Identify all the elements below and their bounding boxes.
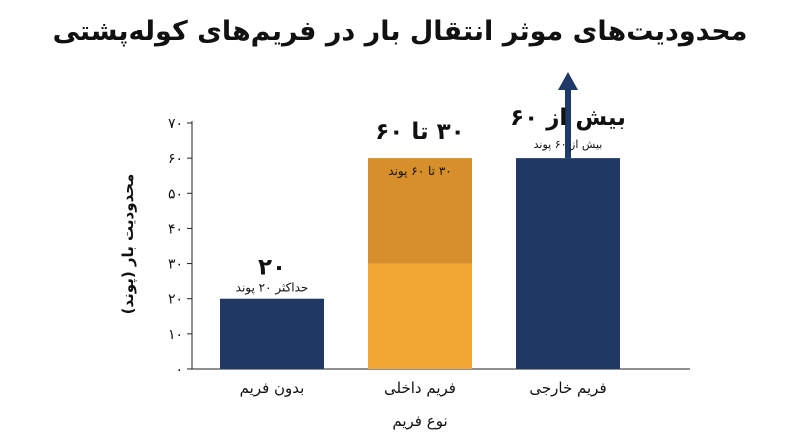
x-axis-label: نوع فریم <box>392 412 448 430</box>
bar-sub-label: ۳۰ تا ۶۰ پوند <box>388 164 451 179</box>
y-tick-label: ۱۰ <box>168 327 183 343</box>
x-tick-label: بدون فریم <box>240 379 305 397</box>
x-tick-label: فریم خارجی <box>529 379 606 397</box>
bar-sub-label: حداکثر ۲۰ پوند <box>236 281 309 296</box>
bar <box>516 158 620 369</box>
y-tick-label: ۳۰ <box>168 257 183 273</box>
y-tick-label: ۲۰ <box>168 292 183 308</box>
bar-value-label: ۳۰ تا ۶۰ <box>375 119 464 145</box>
y-tick-label: ۵۰ <box>168 186 183 202</box>
bar-sub-label: بیش از ۶۰ پوند <box>534 138 603 151</box>
chart-title: محدودیت‌های موثر انتقال بار در فریم‌های … <box>52 16 748 47</box>
bar-value-label: بیش از ۶۰ <box>510 105 626 131</box>
bar-base-segment <box>368 263 472 369</box>
y-tick-label: ۷۰ <box>168 116 183 132</box>
bar <box>220 298 324 369</box>
arrow-head <box>558 72 578 90</box>
y-tick-label: ۴۰ <box>168 221 183 237</box>
y-tick-label: ۰ <box>175 362 183 378</box>
y-tick-label: ۶۰ <box>168 151 183 167</box>
bar-range-segment <box>368 158 472 264</box>
x-tick-label: فریم داخلی <box>384 379 456 397</box>
bar-value-label: ۲۰ <box>258 255 286 281</box>
